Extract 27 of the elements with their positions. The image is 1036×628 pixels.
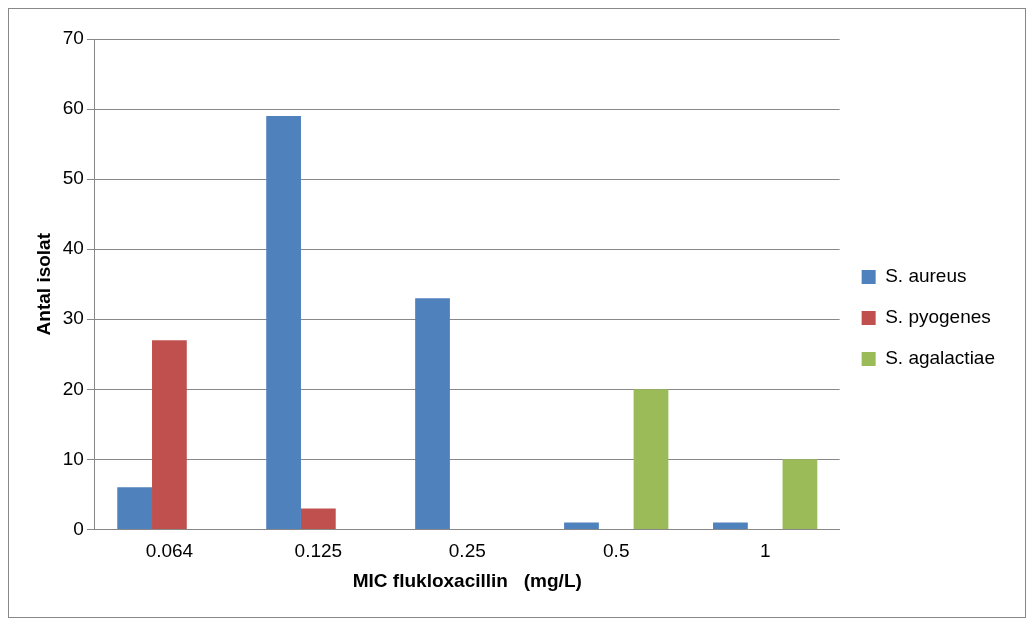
- bar: [713, 522, 748, 529]
- y-tick-label: 50: [62, 167, 84, 189]
- x-tick-label: 0.25: [448, 540, 486, 562]
- bar: [633, 389, 669, 529]
- y-tick-label: 0: [73, 517, 84, 539]
- x-tick-label: 0.125: [294, 540, 343, 562]
- bar: [266, 116, 301, 529]
- x-tick-label: 1: [759, 540, 771, 562]
- y-axis-title: Antal isolat: [32, 232, 54, 336]
- y-tick-label: 20: [62, 377, 84, 399]
- bar: [415, 298, 450, 529]
- y-tick-label: 40: [62, 237, 84, 259]
- x-axis-title: MIC flukloxacillin (mg/L): [352, 569, 582, 591]
- legend-label: S. pyogenes: [885, 306, 991, 328]
- y-tick-label: 30: [62, 307, 84, 329]
- x-tick-label: 0.5: [603, 540, 630, 562]
- bar: [782, 459, 818, 529]
- bar: [152, 340, 187, 529]
- bar: [300, 508, 336, 529]
- bar: [564, 522, 599, 529]
- legend-label: S. aureus: [885, 265, 967, 287]
- legend-label: S. agalactiae: [885, 347, 996, 369]
- y-tick-label: 60: [62, 97, 84, 119]
- y-tick-label: 10: [62, 447, 84, 469]
- x-tick-label: 0.064: [145, 540, 194, 562]
- bar: [117, 487, 153, 529]
- y-tick-label: 70: [62, 27, 84, 49]
